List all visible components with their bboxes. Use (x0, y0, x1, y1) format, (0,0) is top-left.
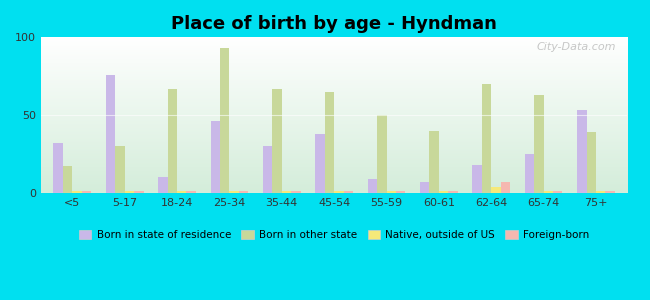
Bar (491, 187, 500, 193)
Bar (377, 115, 387, 193)
Bar (473, 165, 482, 193)
Bar (534, 95, 543, 193)
Bar (239, 191, 248, 193)
Bar (430, 131, 439, 193)
Text: City-Data.com: City-Data.com (536, 42, 616, 52)
Bar (543, 191, 553, 193)
Title: Place of birth by age - Hyndman: Place of birth by age - Hyndman (171, 15, 497, 33)
Bar (577, 110, 586, 193)
Bar (334, 191, 344, 193)
Bar (168, 89, 177, 193)
Bar (106, 75, 115, 193)
Bar (448, 191, 458, 193)
Bar (344, 191, 353, 193)
Bar (605, 191, 615, 193)
Bar (281, 191, 291, 193)
Bar (387, 191, 396, 193)
Bar (272, 89, 281, 193)
Bar (439, 191, 448, 193)
Bar (315, 134, 325, 193)
Bar (229, 191, 239, 193)
Bar (53, 143, 63, 193)
Bar (115, 146, 125, 193)
Bar (187, 191, 196, 193)
Bar (396, 191, 406, 193)
Bar (220, 48, 229, 193)
Bar (553, 191, 562, 193)
Bar (63, 167, 72, 193)
Bar (325, 92, 334, 193)
Bar (482, 84, 491, 193)
Bar (82, 191, 91, 193)
Bar (211, 121, 220, 193)
Bar (263, 146, 272, 193)
Bar (525, 154, 534, 193)
Bar (134, 191, 144, 193)
Bar (420, 182, 430, 193)
Bar (368, 179, 377, 193)
Bar (158, 177, 168, 193)
Bar (125, 191, 134, 193)
Bar (596, 191, 605, 193)
Bar (500, 182, 510, 193)
Bar (291, 191, 300, 193)
Bar (586, 132, 596, 193)
Legend: Born in state of residence, Born in other state, Native, outside of US, Foreign-: Born in state of residence, Born in othe… (75, 226, 593, 244)
Bar (72, 191, 82, 193)
Bar (177, 191, 187, 193)
